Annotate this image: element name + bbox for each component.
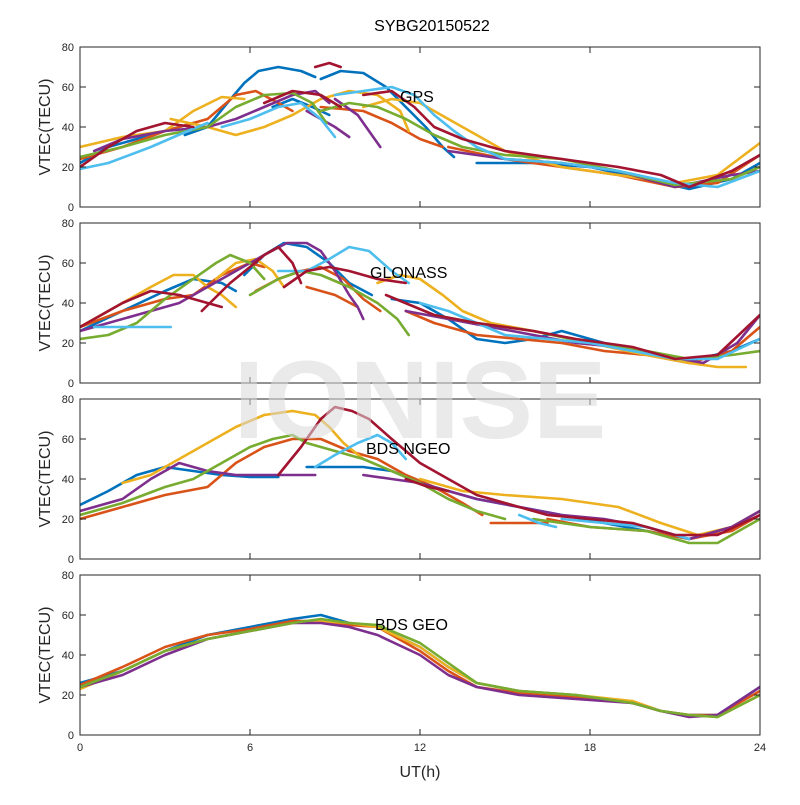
panel-glonass: 0 20 40 60 80 VTEC(TECU) GLONASS <box>37 218 761 390</box>
y-tick-label: 0 <box>68 554 74 566</box>
y-tick-label: 0 <box>68 378 74 390</box>
y-tick-label: 0 <box>68 202 74 214</box>
y-tick-label: 40 <box>62 122 74 134</box>
series-line <box>248 269 410 337</box>
y-tick-label: 80 <box>62 218 74 230</box>
x-tick-label: 0 <box>77 742 83 754</box>
series-line <box>121 409 365 485</box>
x-tick-label: 6 <box>247 742 253 754</box>
series-line <box>313 433 408 469</box>
series-group <box>80 61 760 191</box>
watermark: IONISE <box>234 339 607 462</box>
series-line <box>80 465 280 507</box>
series-line <box>200 245 303 313</box>
panel-label: BDS NGEO <box>366 441 450 458</box>
y-tick-label: 40 <box>62 298 74 310</box>
series-group <box>80 241 760 369</box>
y-tick-label: 40 <box>62 650 74 662</box>
series-line <box>517 513 558 529</box>
y-tick-label: 40 <box>62 474 74 486</box>
series-line <box>80 241 365 333</box>
y-tick-label: 60 <box>62 258 74 270</box>
series-line <box>532 517 760 545</box>
y-axis-label: VTEC(TECU) <box>37 79 54 176</box>
y-tick-label: 80 <box>62 42 74 54</box>
panel-label: GPS <box>400 89 434 106</box>
panel-bds-ngeo: 0 20 40 60 80 VTEC(TECU) BDS NGEO <box>37 394 761 566</box>
series-line <box>183 65 317 137</box>
y-tick-label: 0 <box>68 730 74 742</box>
y-tick-label: 60 <box>62 434 74 446</box>
x-axis-label: UT(h) <box>400 764 441 781</box>
y-tick-label: 20 <box>62 690 74 702</box>
y-tick-label: 80 <box>62 394 74 406</box>
x-tick-label: 12 <box>414 742 426 754</box>
x-tick-label: 24 <box>754 742 766 754</box>
series-line <box>313 61 342 69</box>
series-line <box>80 433 507 521</box>
y-tick-label: 60 <box>62 82 74 94</box>
panel-gps: 0 20 40 60 80 VTEC(TECU) GPS <box>37 42 761 214</box>
y-axis-label: VTEC(TECU) <box>37 255 54 352</box>
series-line <box>262 89 342 109</box>
series-line <box>418 301 760 361</box>
y-tick-label: 20 <box>62 338 74 350</box>
series-line <box>362 89 760 189</box>
series-line <box>220 101 337 139</box>
panel-label: BDS GEO <box>375 617 448 634</box>
series-line <box>305 285 359 309</box>
series-line <box>333 85 760 189</box>
series-line <box>80 91 328 159</box>
series-line <box>277 405 760 537</box>
y-tick-label: 20 <box>62 514 74 526</box>
series-line <box>80 617 760 719</box>
y-tick-label: 60 <box>62 610 74 622</box>
series-line <box>384 293 760 361</box>
x-tick-label: 18 <box>584 742 596 754</box>
series-line <box>319 69 456 159</box>
series-group <box>80 405 760 545</box>
series-line <box>404 477 450 493</box>
series-line <box>80 121 209 171</box>
series-line <box>282 265 408 289</box>
series-line <box>333 97 382 149</box>
series-line <box>80 121 195 169</box>
y-axis-label: VTEC(TECU) <box>37 607 54 704</box>
panel-label: GLONASS <box>370 265 447 282</box>
chart-title: SYBG20150522 <box>374 18 490 35</box>
panel-bds-geo: 0 6 12 18 24 0 20 40 60 80 VTEC(TECU) BDS GEO <box>37 570 766 754</box>
series-line <box>80 253 266 341</box>
y-axis-label: VTEC(TECU) <box>37 431 54 528</box>
y-tick-label: 80 <box>62 570 74 582</box>
series-group <box>80 613 760 719</box>
y-tick-label: 20 <box>62 162 74 174</box>
